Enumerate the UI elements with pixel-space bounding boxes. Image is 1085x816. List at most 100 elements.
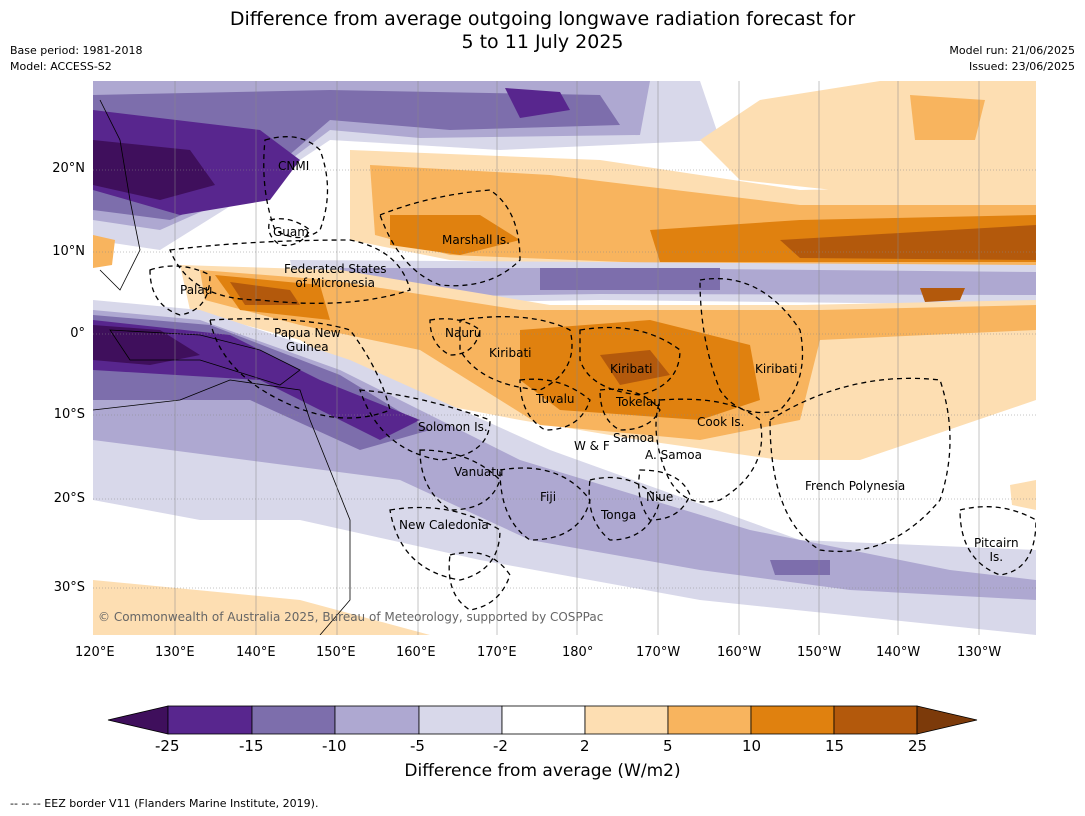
eez-new-caledonia: [389, 506, 501, 581]
colorbar-tick-5: 5: [663, 737, 673, 755]
colorbar-tick-minus-5: -5: [410, 737, 425, 755]
anomaly-region-south-small-purple: [770, 560, 830, 575]
colorbar-tick-minus-2: -2: [493, 737, 508, 755]
copyright-text: © Commonwealth of Australia 2025, Bureau…: [98, 610, 604, 624]
place-label-wallis-futuna: W & F: [574, 439, 610, 453]
title-line-2: 5 to 11 July 2025: [461, 31, 624, 53]
eez-marshall: [379, 189, 521, 287]
lat-label-equator: 0°: [70, 326, 85, 341]
place-label-solomon-is: Solomon Is.: [418, 420, 488, 434]
model-run-text: Model run: 21/06/2025: [949, 44, 1075, 57]
lon-label-160e: 160°E: [396, 645, 436, 660]
place-label-niue: Niue: [646, 490, 674, 504]
issued-text: Issued: 23/06/2025: [968, 60, 1075, 73]
lat-label-20n: 20°N: [52, 161, 85, 176]
colorbar-label: Difference from average (W/m2): [404, 761, 681, 781]
map-title: Difference from average outgoing longwav…: [0, 8, 1085, 54]
eez-pitcairn: [959, 506, 1036, 576]
colorbar-bin-1: [167, 705, 253, 735]
eez-vanuatu: [419, 449, 501, 511]
eez-kiribati-gilbert: [459, 316, 573, 391]
colorbar-bin-9: [833, 705, 918, 735]
eez-kiribati-line: [699, 277, 804, 414]
place-label-nauru: Nauru: [445, 326, 482, 340]
place-label-tonga: Tonga: [601, 508, 637, 522]
colorbar-tick-25: 25: [908, 737, 928, 755]
eez-french-polynesia: [769, 377, 951, 553]
eez-tuvalu: [519, 378, 591, 431]
anomaly-region-southwest-orange: [93, 235, 115, 268]
lon-label-150w: 150°W: [797, 645, 842, 660]
anomaly-region-png-darkest-purple: [93, 325, 200, 365]
eez-fsm: [169, 239, 411, 304]
anomaly-field: [93, 81, 1036, 635]
colorbar-bin-4: [418, 705, 503, 735]
eez-borders: [149, 136, 1036, 611]
eez-solomon: [359, 389, 491, 461]
colorbar-bin-3: [334, 705, 420, 735]
anomaly-region-south-light-orange: [93, 580, 430, 635]
eez-palau: [149, 265, 211, 316]
colorbar-bin-8: [750, 705, 835, 735]
colorbar-bin-6: [584, 705, 669, 735]
colorbar-tick-minus-25: -25: [155, 737, 180, 755]
eez-cnmi: [263, 136, 329, 239]
graticule: [93, 81, 1036, 635]
colorbar-extend-low: [107, 705, 169, 735]
eez-tokelau: [599, 388, 661, 431]
place-label-cook-is: Cook Is.: [697, 415, 745, 429]
place-label-fiji: Fiji: [540, 490, 557, 504]
place-label-fsm-line-2: of Micronesia: [295, 276, 376, 290]
place-label-cnmi: CNMI: [278, 159, 310, 173]
eez-nauru: [429, 318, 481, 356]
lat-label-30s: 30°S: [53, 580, 85, 595]
colorbar-bin-7: [667, 705, 752, 735]
lon-label-120e: 120°E: [75, 645, 115, 660]
eez-cook: [655, 398, 763, 503]
eez-niue: [638, 469, 691, 521]
lat-label-20s: 20°S: [53, 491, 85, 506]
lon-label-170w: 170°W: [636, 645, 681, 660]
place-label-pitcairn-line-2: Is.: [989, 550, 1004, 564]
lat-label-10s: 10°S: [53, 407, 85, 422]
place-label-kiribati-line: Kiribati: [755, 362, 798, 376]
new-guinea-coastline: [109, 329, 301, 386]
meta-left: Base period: 1981-2018 Model: ACCESS-S2: [10, 43, 142, 75]
place-label-papua-new-guinea: Papua New Guinea: [274, 326, 341, 354]
anomaly-region-itcz-mid-purple: [540, 268, 720, 290]
colorbar-tick-minus-15: -15: [239, 737, 264, 755]
colorbar-tick-2: 2: [580, 737, 590, 755]
model-text: Model: ACCESS-S2: [10, 60, 112, 73]
place-label-federated-states-of-micronesia: Federated States of Micronesia: [284, 262, 386, 290]
place-label-png-line-2: Guinea: [286, 340, 329, 354]
colorbar-tick-15: 15: [825, 737, 845, 755]
lon-label-130e: 130°E: [155, 645, 195, 660]
place-label-american-samoa: A. Samoa: [645, 448, 702, 462]
anomaly-region-east-brown: [920, 288, 965, 302]
place-label-new-caledonia: New Caledonia: [399, 518, 489, 532]
place-label-kiribati-phoenix: Kiribati: [610, 362, 653, 376]
place-label-marshall-is: Marshall Is.: [442, 233, 510, 247]
place-label-png-line-1: Papua New: [274, 326, 341, 340]
place-label-tokelau: Tokelau: [616, 395, 661, 409]
place-label-pitcairn-is: Pitcairn Is.: [974, 536, 1019, 564]
place-label-vanuatu: Vanuatu: [454, 465, 504, 479]
eez-norfolk: [448, 551, 511, 611]
place-label-kiribati-gilbert: Kiribati: [489, 346, 532, 360]
lon-label-140e: 140°E: [236, 645, 276, 660]
colorbar-bin-5: [501, 705, 586, 735]
anomaly-region-northeast-orange: [910, 95, 985, 140]
eez-kiribati-phoenix: [579, 326, 681, 396]
eez-png: [209, 318, 391, 419]
anomaly-region-central-brown: [600, 350, 670, 385]
anomaly-region-southeast-light-orange: [1010, 480, 1036, 510]
colorbar-tick-minus-10: -10: [322, 737, 347, 755]
lon-label-180: 180°: [562, 645, 594, 660]
place-label-fsm-line-1: Federated States: [284, 262, 387, 276]
place-label-french-polynesia: French Polynesia: [805, 479, 906, 493]
lon-label-140w: 140°W: [876, 645, 921, 660]
place-label-tuvalu: Tuvalu: [536, 392, 575, 406]
lon-label-130w: 130°W: [957, 645, 1002, 660]
philippines-coastline: [99, 99, 141, 291]
